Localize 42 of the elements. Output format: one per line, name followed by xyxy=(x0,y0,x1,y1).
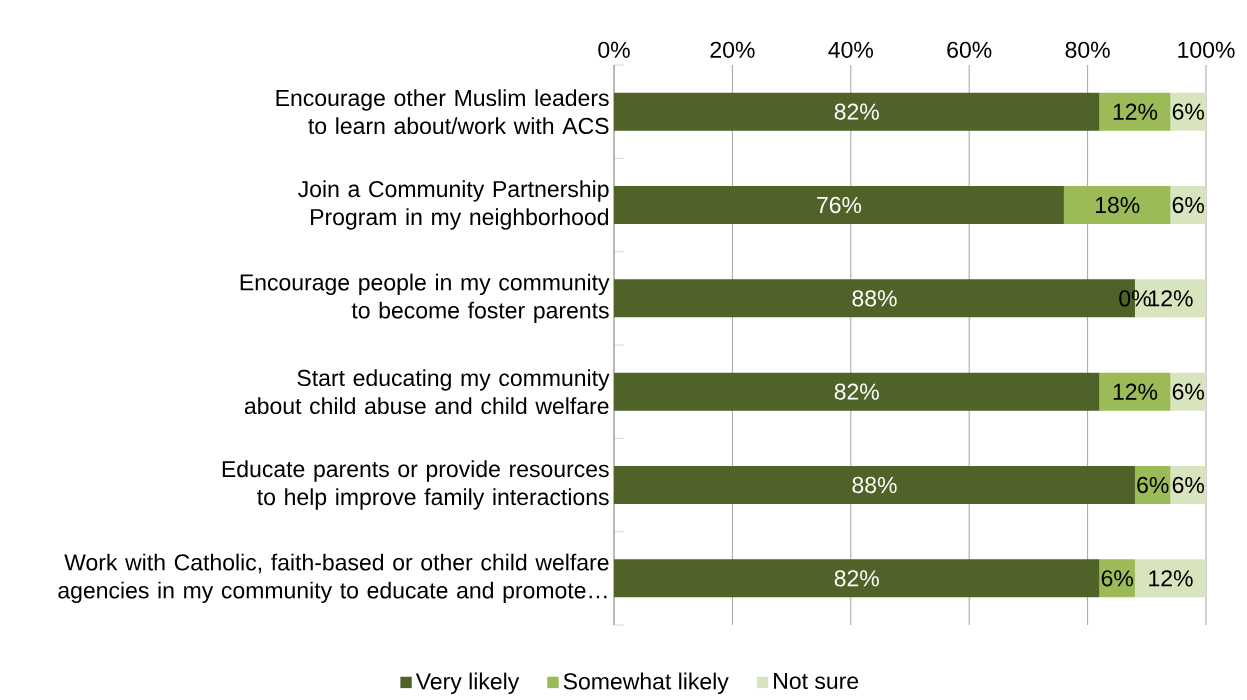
data-label: 88% xyxy=(852,476,897,494)
data-label: 12% xyxy=(1149,570,1193,587)
y-tick-label: Encourage people in my community to become foster parents xyxy=(240,273,610,323)
bar xyxy=(614,372,1100,411)
y-tick-label: Educate parents or provide resources to help improve family interactions xyxy=(222,460,609,510)
y-tick-label: Encourage other Muslim leaders to learn about/work with ACS xyxy=(276,89,609,134)
data-label: 82% xyxy=(834,103,879,120)
x-tick-label: 60% xyxy=(947,41,992,58)
bar xyxy=(1099,372,1171,411)
legend-label: Not sure xyxy=(774,672,859,689)
y-tick-label: Join a Community Partnership Program in my neighborhood xyxy=(298,180,609,230)
data-label: 0% xyxy=(1119,290,1151,307)
legend-label: Somewhat likely xyxy=(563,672,729,694)
legend-label: Very likely xyxy=(415,672,520,694)
x-tick-label: 40% xyxy=(828,41,873,58)
data-label: 12% xyxy=(1149,290,1193,307)
x-tick-label: 20% xyxy=(710,41,755,58)
data-label: 82% xyxy=(834,383,879,400)
data-label: 82% xyxy=(834,570,879,587)
x-tick-label: 80% xyxy=(1065,41,1110,58)
y-tick-label: Work with Catholic, faith-based or other child welfare agencies in my community to educate and promote… xyxy=(58,553,609,603)
data-label: 6% xyxy=(1172,383,1205,400)
bar xyxy=(1134,559,1206,598)
bar xyxy=(614,92,1100,131)
bar xyxy=(614,465,1135,504)
data-label: 6% xyxy=(1137,476,1169,494)
bar xyxy=(1099,92,1171,131)
bar xyxy=(1063,185,1171,224)
data-label: 6% xyxy=(1172,476,1205,494)
data-label: 88% xyxy=(852,290,897,307)
data-label: 6% xyxy=(1172,103,1205,120)
bar xyxy=(614,559,1100,598)
x-tick-label: 100% xyxy=(1178,41,1235,58)
data-label: 12% xyxy=(1113,383,1158,400)
data-label: 18% xyxy=(1095,196,1140,214)
data-label: 6% xyxy=(1172,196,1205,214)
bar xyxy=(614,185,1064,224)
x-tick-label: 0% xyxy=(598,41,630,58)
y-tick-label: Start educating my community about child abuse and child welfare xyxy=(244,369,610,414)
data-label: 6% xyxy=(1101,570,1134,587)
data-label: 12% xyxy=(1113,103,1158,120)
data-label: 76% xyxy=(817,196,862,214)
